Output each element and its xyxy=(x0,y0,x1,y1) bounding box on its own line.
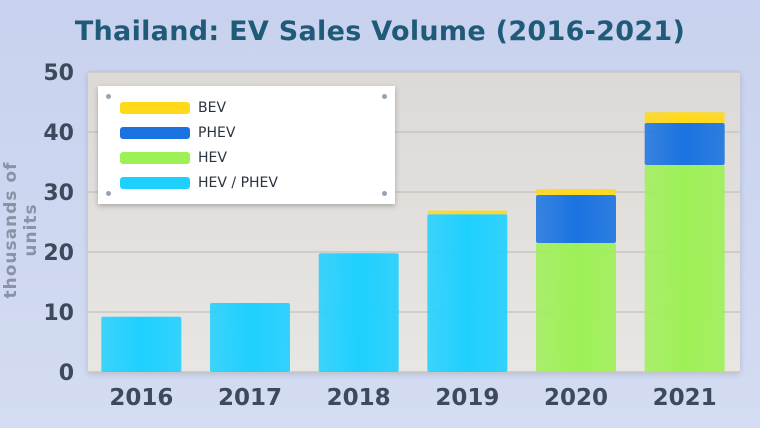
legend-item: HEV xyxy=(120,146,227,170)
y-tick-label: 0 xyxy=(59,361,74,386)
bar-segment xyxy=(210,303,290,372)
legend-swatch xyxy=(120,177,190,189)
legend-item: PHEV xyxy=(120,121,235,145)
legend-label: HEV xyxy=(198,150,227,166)
y-tick-label: 30 xyxy=(43,181,74,206)
bar-segment xyxy=(536,195,616,243)
bar-segment xyxy=(101,316,182,372)
y-tick-label: 50 xyxy=(43,61,74,86)
bars xyxy=(101,112,725,372)
legend-screw-icon xyxy=(106,94,111,99)
bar-segment xyxy=(536,243,616,372)
legend-screw-icon xyxy=(382,94,387,99)
y-tick-label: 10 xyxy=(43,301,74,326)
legend-item: BEV xyxy=(120,96,226,120)
legend-screw-icon xyxy=(106,191,111,196)
legend: BEV PHEV HEV HEV / PHEV xyxy=(98,86,395,204)
legend-swatch xyxy=(120,102,190,114)
bar-segment xyxy=(427,214,508,372)
x-tick-label: 2020 xyxy=(544,385,608,411)
legend-label: PHEV xyxy=(198,125,236,141)
bar-segment xyxy=(318,253,399,372)
legend-swatch xyxy=(120,152,190,164)
legend-label: BEV xyxy=(198,100,227,116)
chart-title: Thailand: EV Sales Volume (2016-2021) xyxy=(74,16,686,47)
x-tick-labels: 2016 2017 2018 2019 2020 2021 xyxy=(109,385,716,411)
legend-item: HEV / PHEV xyxy=(120,171,278,195)
x-tick-label: 2021 xyxy=(653,385,717,411)
y-tick-label: 20 xyxy=(43,241,74,266)
legend-label: HEV / PHEV xyxy=(198,175,278,191)
x-tick-label: 2016 xyxy=(109,385,173,411)
y-tick-labels: 0 10 20 30 40 50 xyxy=(43,61,74,386)
bar-segment xyxy=(644,123,725,165)
bar-segment xyxy=(644,165,725,372)
y-tick-label: 40 xyxy=(43,121,74,146)
bar-segment xyxy=(644,112,725,123)
bar-segment xyxy=(536,189,616,195)
x-tick-label: 2018 xyxy=(327,385,391,411)
legend-swatch xyxy=(120,127,190,139)
x-tick-label: 2017 xyxy=(218,385,282,411)
bar-segment xyxy=(427,210,508,215)
legend-screw-icon xyxy=(382,191,387,196)
x-tick-label: 2019 xyxy=(435,385,499,411)
